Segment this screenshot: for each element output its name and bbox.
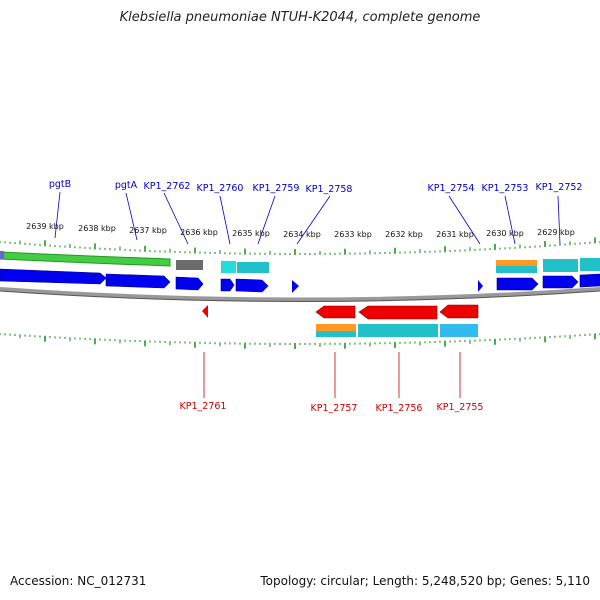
gene-arrow-reverse[interactable] bbox=[315, 305, 356, 319]
reverse-gene-track bbox=[202, 304, 479, 320]
gene-label-KP1_2753[interactable]: KP1_2753 bbox=[482, 183, 529, 194]
tick-label: 2638 kbp bbox=[78, 224, 116, 233]
gene-label-KP1_2756[interactable]: KP1_2756 bbox=[376, 403, 423, 414]
gene-label-KP1_2752[interactable]: KP1_2752 bbox=[536, 182, 583, 193]
top-gene-labels: pgtB pgtA KP1_2762 KP1_2760 KP1_2759 KP1… bbox=[49, 179, 583, 195]
feature-orange-box-right[interactable] bbox=[496, 260, 537, 266]
feature-grey-box[interactable] bbox=[176, 260, 203, 270]
gene-label-KP1_2762[interactable]: KP1_2762 bbox=[144, 181, 191, 192]
gene-label-pgtB[interactable]: pgtB bbox=[49, 179, 71, 190]
gene-label-KP1_2759[interactable]: KP1_2759 bbox=[253, 183, 300, 194]
forward-gene-track bbox=[0, 268, 600, 293]
bottom-gene-labels: KP1_2761 KP1_2757 KP1_2756 KP1_2755 bbox=[180, 401, 484, 414]
gene-arrow-reverse[interactable] bbox=[439, 304, 479, 319]
genome-backbone-edge bbox=[0, 290, 600, 302]
tick-label: 2629 kbp bbox=[537, 228, 575, 237]
gene-arrow-forward[interactable] bbox=[579, 273, 600, 288]
top-tick-track bbox=[0, 237, 600, 255]
feature-cyan-box-2[interactable] bbox=[237, 262, 269, 273]
page-title: Klebsiella pneumoniae NTUH-K2044, comple… bbox=[119, 10, 481, 25]
gene-arrow-forward[interactable] bbox=[220, 278, 235, 292]
tick-label: 2634 kbp bbox=[283, 230, 321, 239]
gene-arrow-forward[interactable] bbox=[292, 280, 299, 293]
feature-cyan-box-1[interactable] bbox=[221, 261, 236, 273]
gene-arrow-forward[interactable] bbox=[235, 278, 269, 293]
forward-feature-track bbox=[0, 251, 600, 273]
tick-label: 2639 kbp bbox=[26, 222, 64, 231]
gene-arrow-forward[interactable] bbox=[105, 273, 171, 289]
genome-backbone bbox=[0, 287, 600, 302]
gene-arrow-reverse[interactable] bbox=[202, 305, 208, 318]
top-label-leaders bbox=[54, 191, 561, 245]
reverse-feature-track bbox=[316, 324, 478, 337]
feature-cyan-box-right-3[interactable] bbox=[580, 258, 600, 271]
gene-arrow-forward[interactable] bbox=[542, 275, 579, 289]
gene-arrow-forward[interactable] bbox=[0, 268, 107, 285]
gene-arrow-forward[interactable] bbox=[478, 280, 483, 292]
feature-cyan-box-right-2[interactable] bbox=[543, 259, 578, 272]
gene-label-KP1_2754[interactable]: KP1_2754 bbox=[428, 183, 475, 194]
feature-orange-box-bottom[interactable] bbox=[316, 324, 356, 331]
feature-cyan-box-right-1[interactable] bbox=[496, 266, 537, 273]
gene-label-KP1_2761[interactable]: KP1_2761 bbox=[180, 401, 227, 412]
feature-pgtB-green[interactable] bbox=[0, 251, 171, 267]
tick-label: 2637 kbp bbox=[129, 226, 167, 235]
accession-text: Accession: NC_012731 bbox=[10, 574, 147, 588]
tick-label: 2635 kbp bbox=[232, 229, 270, 238]
feature-cyan-box-bottom-3[interactable] bbox=[440, 324, 478, 337]
tick-label: 2632 kbp bbox=[385, 230, 423, 239]
tick-label: 2631 kbp bbox=[436, 230, 474, 239]
gene-arrow-forward[interactable] bbox=[496, 277, 539, 291]
tick-label: 2636 kbp bbox=[180, 228, 218, 237]
gene-label-KP1_2758[interactable]: KP1_2758 bbox=[306, 184, 353, 195]
gene-label-KP1_2755[interactable]: KP1_2755 bbox=[437, 402, 484, 413]
feature-cyan-box-bottom-1[interactable] bbox=[316, 331, 356, 337]
gene-arrow-reverse[interactable] bbox=[358, 305, 438, 320]
tick-labels: 2639 kbp 2638 kbp 2637 kbp 2636 kbp 2635… bbox=[26, 222, 575, 239]
feature-cyan-box-bottom-2[interactable] bbox=[358, 324, 438, 337]
tick-label: 2633 kbp bbox=[334, 230, 372, 239]
feature-purple-start[interactable] bbox=[0, 251, 4, 259]
tick-label: 2630 kbp bbox=[486, 229, 524, 238]
genome-summary-text: Topology: circular; Length: 5,248,520 bp… bbox=[260, 574, 590, 588]
bottom-label-leaders bbox=[203, 352, 461, 398]
gene-label-KP1_2757[interactable]: KP1_2757 bbox=[311, 403, 358, 414]
gene-label-KP1_2760[interactable]: KP1_2760 bbox=[197, 183, 244, 194]
gene-arrow-forward[interactable] bbox=[175, 276, 204, 291]
gene-label-pgtA[interactable]: pgtA bbox=[115, 180, 138, 191]
bottom-tick-track bbox=[0, 333, 600, 349]
